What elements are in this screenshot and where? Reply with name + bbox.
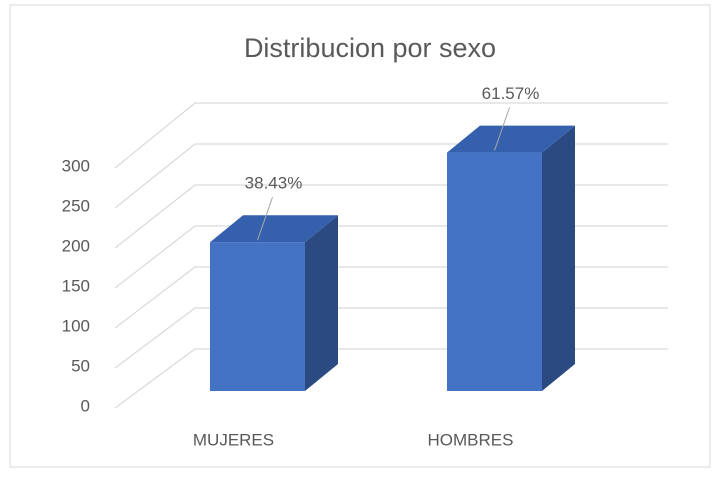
bar-top [447,125,575,153]
x-tick-label: MUJERES [193,430,274,449]
y-tick-label: 200 [62,236,90,255]
data-label: 61.57% [482,84,540,103]
bar [447,152,542,391]
y-tick-label: 100 [62,316,90,335]
grid-line [114,102,668,169]
chart-border [9,4,711,468]
y-tick-label: 250 [62,196,90,215]
y-tick-label: 150 [62,276,90,295]
leader-line [494,107,510,151]
bar-top [210,215,338,243]
x-tick-label: HOMBRES [428,430,514,449]
y-tick-label: 0 [81,396,90,415]
chart-title: Distribucion por sexo [244,33,496,63]
y-tick-label: 50 [71,356,90,375]
bar-side [305,215,338,391]
y-tick-label: 300 [62,156,90,175]
leader-line [257,197,273,241]
bar [210,242,305,391]
data-label: 38.43% [245,174,303,193]
bar-side [542,125,575,391]
